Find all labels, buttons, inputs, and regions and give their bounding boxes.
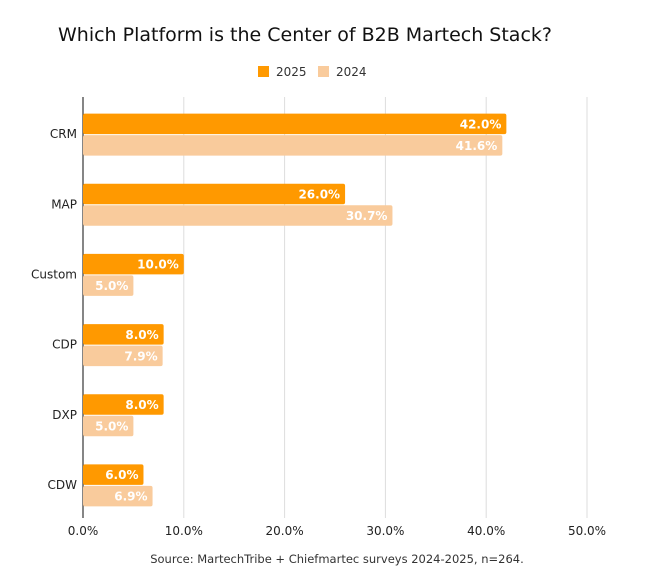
data-label-cdp-2025: 8.0% bbox=[125, 328, 158, 342]
category-label-custom: Custom bbox=[31, 267, 77, 281]
legend-swatch-2024 bbox=[318, 66, 329, 77]
bar-crm-2024 bbox=[83, 135, 503, 156]
bar-custom-2024 bbox=[83, 275, 134, 296]
legend: 2025 2024 bbox=[258, 65, 367, 79]
bar-cdp-2025 bbox=[83, 324, 164, 345]
bar-dxp-2024 bbox=[83, 415, 134, 437]
source-note: Source: MartechTribe + Chiefmartec surve… bbox=[150, 552, 524, 566]
data-label-dxp-2025: 8.0% bbox=[125, 398, 158, 412]
data-label-map-2025: 26.0% bbox=[298, 188, 340, 202]
gridlines bbox=[82, 97, 588, 518]
category-label-crm: CRM bbox=[50, 127, 77, 141]
data-label-custom-2024: 5.0% bbox=[95, 279, 128, 293]
legend-label-2025: 2025 bbox=[276, 65, 307, 79]
x-tick-label: 20.0% bbox=[266, 524, 304, 538]
data-label-crm-2024: 41.6% bbox=[456, 139, 498, 153]
x-tick-label: 30.0% bbox=[366, 524, 404, 538]
bar-custom-2025 bbox=[83, 253, 184, 275]
data-label-cdw-2024: 6.9% bbox=[114, 490, 147, 504]
data-label-dxp-2024: 5.0% bbox=[95, 420, 128, 434]
bar-cdw-2025 bbox=[83, 464, 144, 485]
bar-map-2025 bbox=[83, 183, 346, 205]
legend-label-2024: 2024 bbox=[336, 65, 367, 79]
x-tick-label: 0.0% bbox=[68, 524, 99, 538]
data-label-map-2024: 30.7% bbox=[346, 209, 388, 223]
data-label-cdw-2025: 6.0% bbox=[105, 468, 138, 482]
bar-crm-2025 bbox=[83, 113, 507, 135]
data-label-custom-2025: 10.0% bbox=[137, 258, 179, 272]
x-tick-label: 10.0% bbox=[165, 524, 203, 538]
data-label-crm-2025: 42.0% bbox=[460, 117, 502, 131]
bar-cdw-2024 bbox=[83, 485, 153, 507]
x-tick-label: 40.0% bbox=[467, 524, 505, 538]
bar-map-2024 bbox=[83, 205, 393, 226]
bar-cdp-2024 bbox=[83, 345, 163, 367]
x-tick-label: 50.0% bbox=[568, 524, 606, 538]
x-tick-labels: 0.0% 10.0% 20.0% 30.0% 40.0% 50.0% bbox=[68, 524, 606, 538]
bar-dxp-2025 bbox=[83, 394, 164, 415]
chart-title: Which Platform is the Center of B2B Mart… bbox=[58, 24, 552, 46]
bars: 42.0% 41.6% 26.0% 30.7% 10.0% 5.0% 8.0% 7.9% 8.0… bbox=[83, 113, 507, 507]
category-labels: CRM MAP Custom CDP DXP CDW bbox=[31, 127, 77, 492]
legend-swatch-2025 bbox=[258, 66, 269, 77]
category-label-cdw: CDW bbox=[48, 478, 78, 492]
category-label-map: MAP bbox=[51, 197, 77, 211]
category-label-cdp: CDP bbox=[52, 338, 77, 352]
category-label-dxp: DXP bbox=[52, 408, 77, 422]
data-label-cdp-2024: 7.9% bbox=[124, 349, 157, 363]
